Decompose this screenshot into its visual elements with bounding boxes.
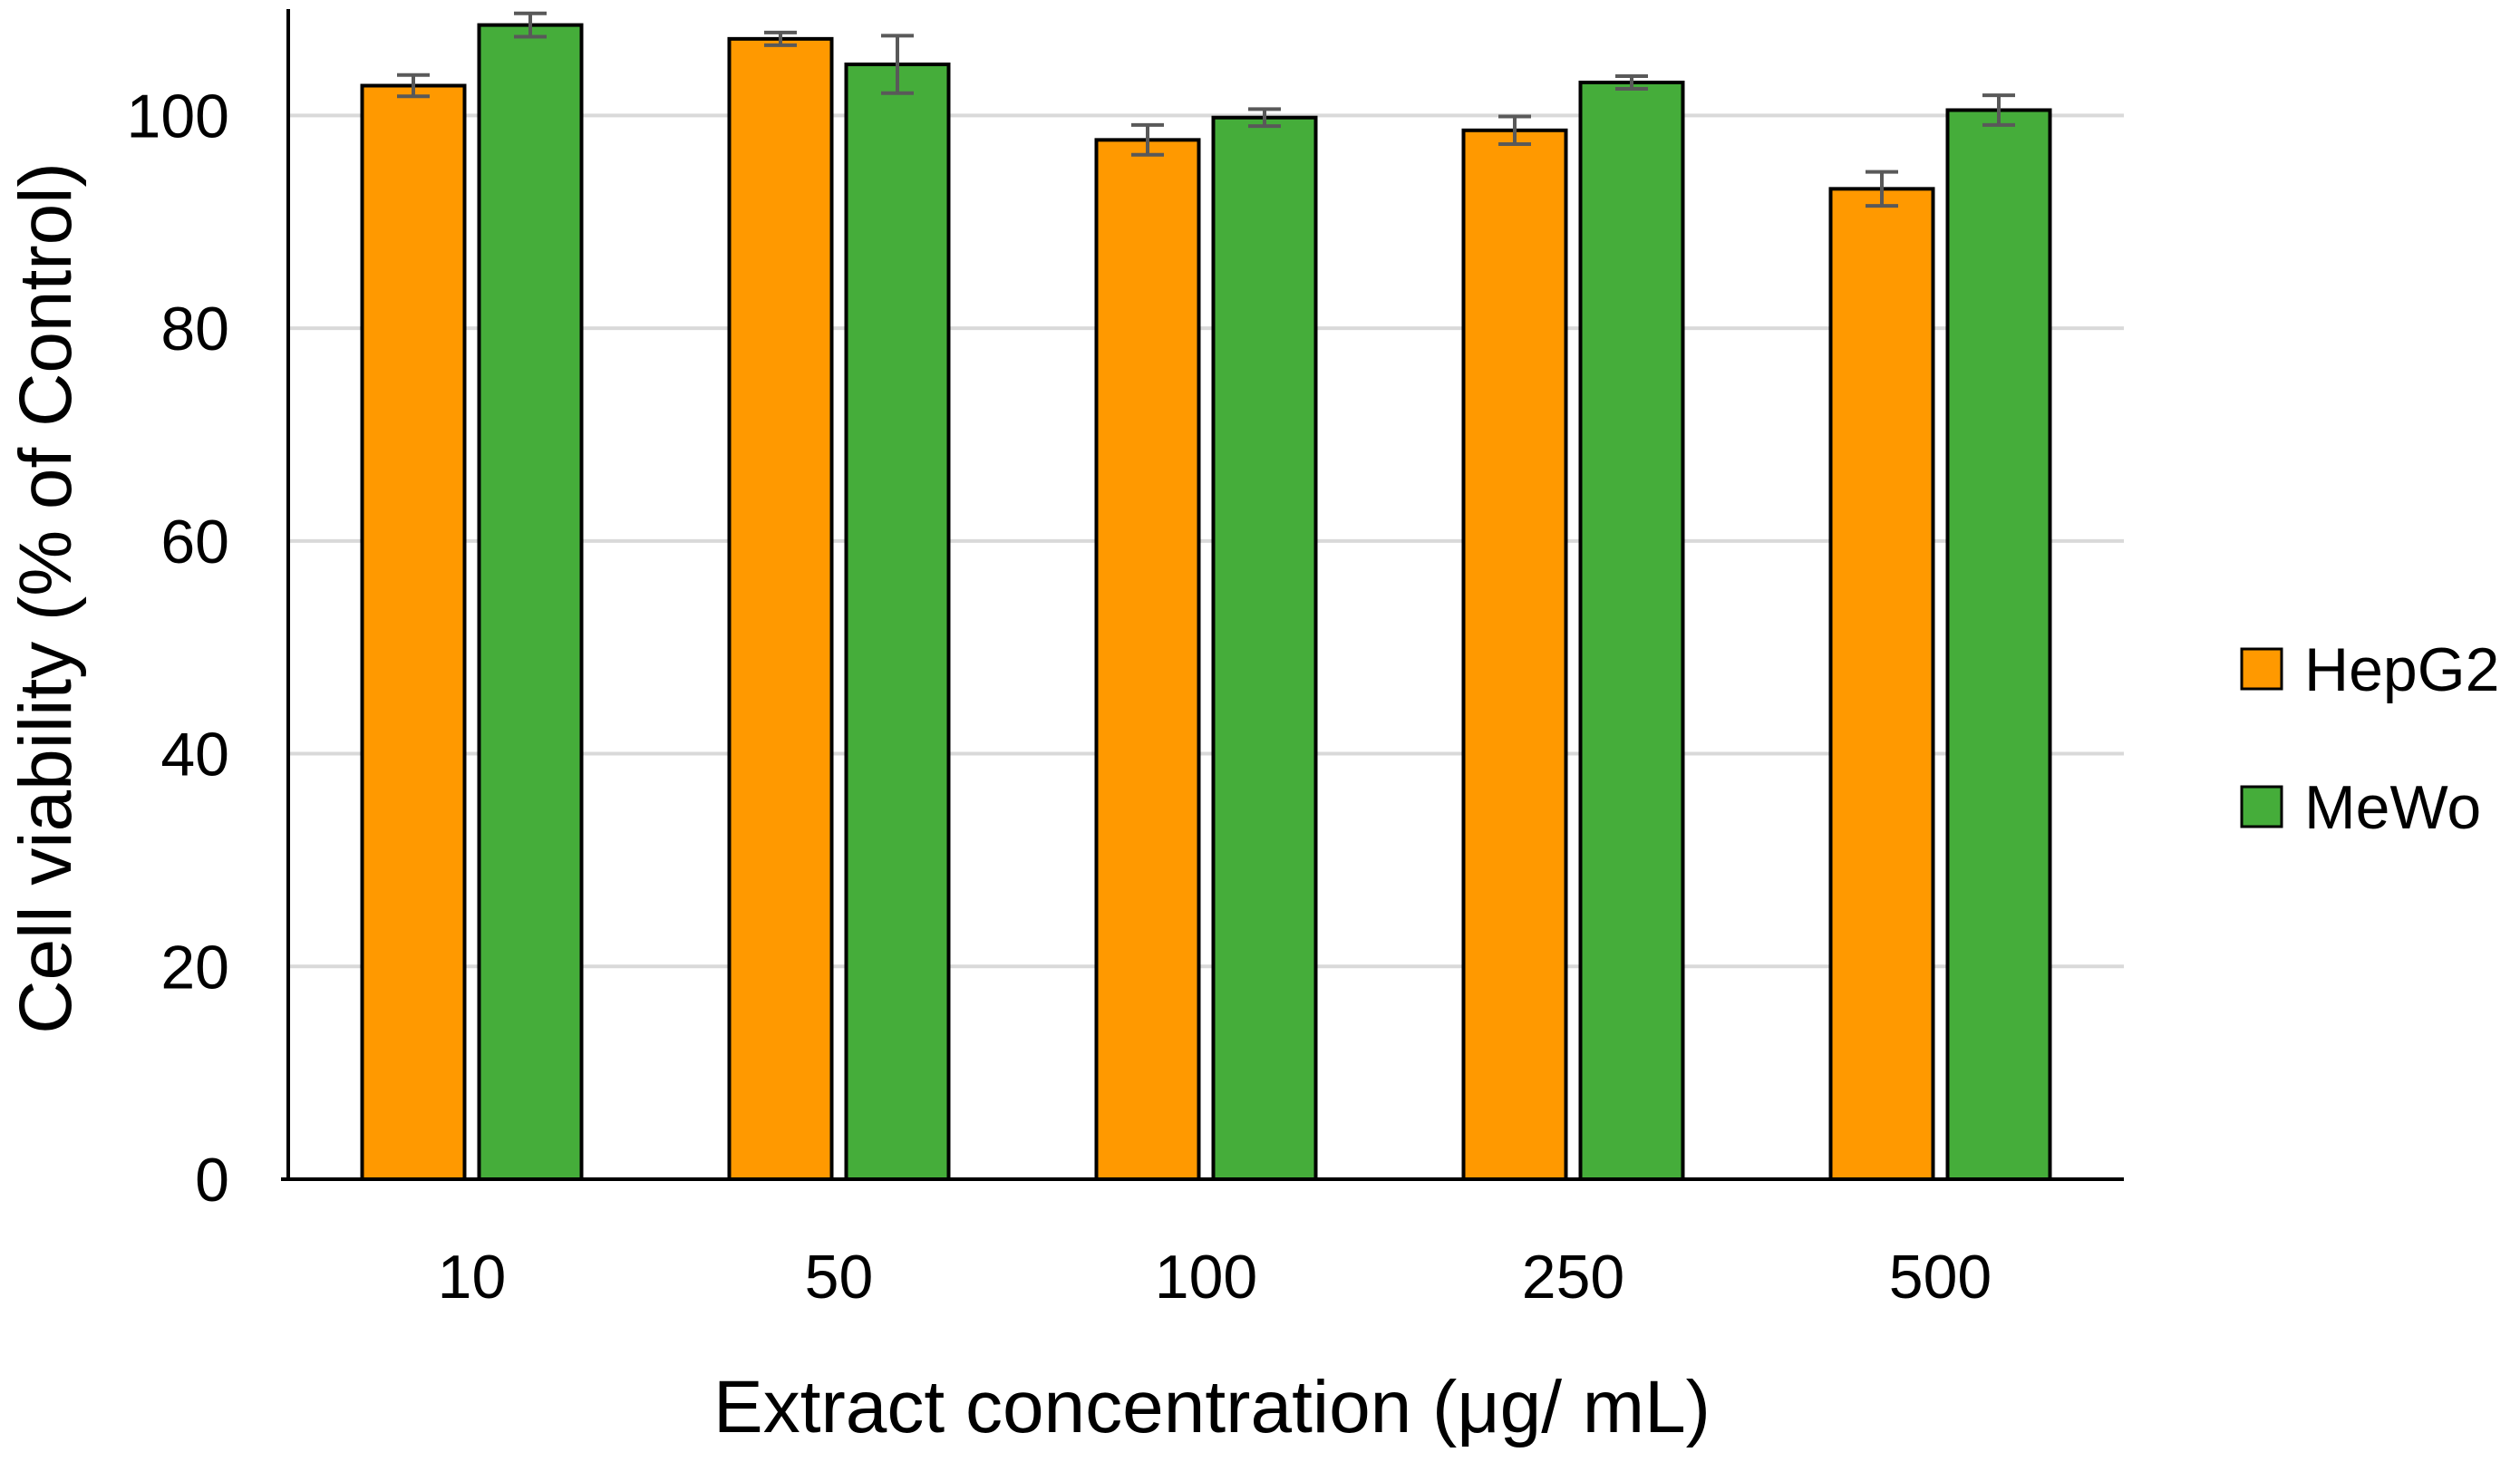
x-tick-label-50: 50 [805, 1243, 874, 1312]
bar-hepg2-10 [360, 83, 467, 1181]
gridlines [288, 113, 2124, 969]
x-tick-label-100: 100 [1155, 1243, 1257, 1312]
error-bars [397, 11, 2015, 208]
bar-mewo-50 [844, 63, 951, 1182]
bar-hepg2-500 [1828, 187, 1935, 1181]
y-tick-labels: 0 20 40 60 80 100 [127, 82, 229, 1215]
legend-label-mewo: MeWo [2304, 773, 2481, 842]
bar-mewo-100 [1211, 115, 1318, 1181]
bar-mewo-10 [477, 23, 584, 1182]
y-tick-label-20: 20 [160, 933, 229, 1002]
y-tick-label-40: 40 [160, 721, 229, 789]
legend-swatch-mewo [2240, 785, 2283, 828]
y-tick-label-0: 0 [195, 1146, 229, 1215]
bar-hepg2-250 [1461, 128, 1568, 1181]
bar-mewo-500 [1945, 108, 2052, 1181]
legend-swatch-hepg2 [2240, 647, 2283, 691]
y-tick-label-80: 80 [160, 295, 229, 363]
x-axis-title: Extract concentration (μg/ mL) [713, 1366, 1711, 1448]
bar-hepg2-50 [727, 36, 834, 1181]
bars [360, 23, 2052, 1182]
y-tick-label-60: 60 [160, 508, 229, 576]
x-tick-labels: 10 50 100 250 500 [438, 1243, 1992, 1312]
y-tick-label-100: 100 [127, 82, 229, 150]
x-tick-label-250: 250 [1522, 1243, 1624, 1312]
legend-label-hepg2: HepG2 [2304, 635, 2499, 704]
x-tick-label-500: 500 [1889, 1243, 1992, 1312]
bar-mewo-250 [1578, 80, 1685, 1181]
axes [281, 9, 2124, 1181]
x-tick-label-10: 10 [438, 1243, 507, 1312]
y-axis-title: Cell viability (% of Control) [5, 162, 87, 1034]
legend: HepG2 MeWo [2240, 635, 2499, 842]
bar-hepg2-100 [1094, 138, 1201, 1181]
